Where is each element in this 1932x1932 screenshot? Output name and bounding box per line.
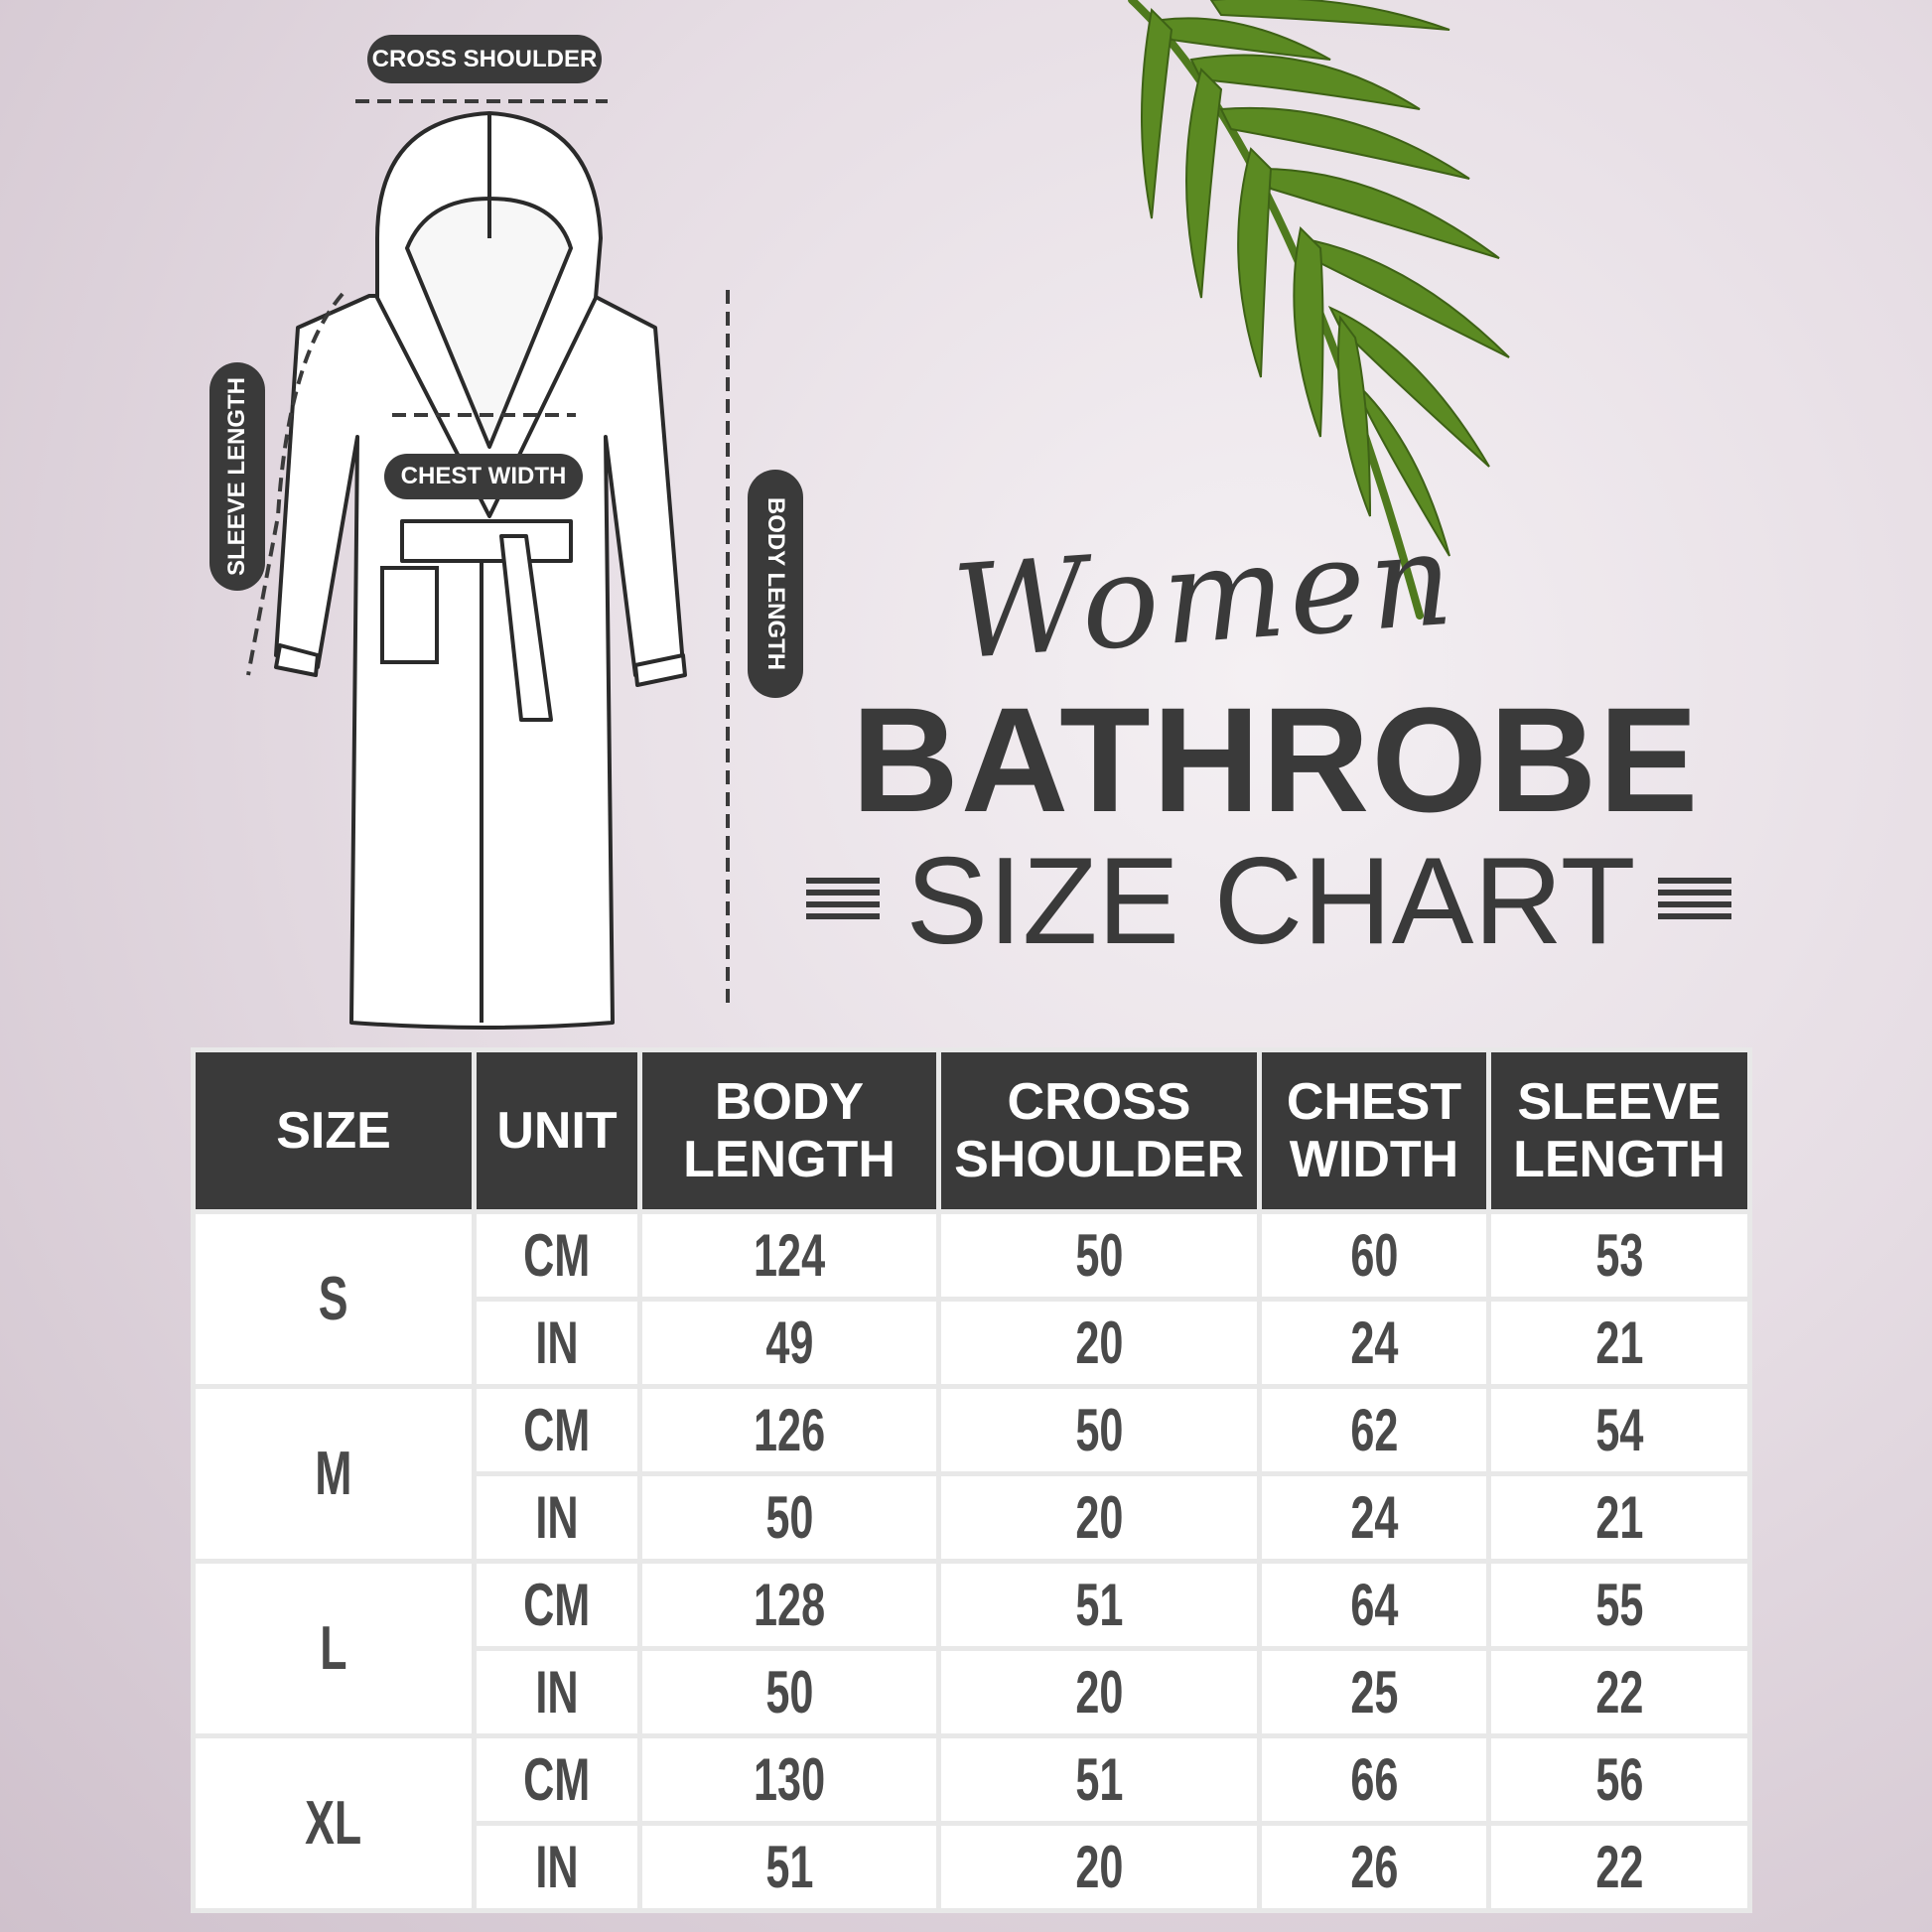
value-cell: 20 [941,1651,1257,1733]
value-cell: 50 [642,1476,936,1559]
value-cell: 64 [1262,1564,1486,1646]
unit-cell: IN [477,1476,637,1559]
unit-cell: CM [477,1389,637,1471]
unit-cell: IN [477,1826,637,1908]
size-cell: S [196,1214,472,1384]
size-chart-table: SIZE UNIT BODY LENGTH CROSS SHOULDER CHE… [191,1047,1752,1913]
value-cell: 124 [642,1214,936,1297]
table-row: IN 51 20 26 22 [196,1826,1747,1908]
size-cell: L [196,1564,472,1733]
table-row: IN 50 20 24 21 [196,1476,1747,1559]
value-cell: 126 [642,1389,936,1471]
value-cell: 55 [1491,1564,1747,1646]
value-cell: 50 [642,1651,936,1733]
header-unit: UNIT [477,1052,637,1209]
size-cell: M [196,1389,472,1559]
table-row: L CM 128 51 64 55 [196,1564,1747,1733]
palm-leaf-decoration [1128,0,1510,620]
unit-cell: CM [477,1214,637,1297]
header-cross-shoulder: CROSS SHOULDER [941,1052,1257,1209]
table-row: XL CM 130 51 66 56 [196,1738,1747,1908]
value-cell: 49 [642,1302,936,1384]
value-cell: 51 [941,1738,1257,1821]
value-cell: 21 [1491,1302,1747,1384]
unit-cell: CM [477,1738,637,1821]
value-cell: 25 [1262,1651,1486,1733]
value-cell: 24 [1262,1302,1486,1384]
table-row: IN 49 20 24 21 [196,1302,1747,1384]
cross-shoulder-label: CROSS SHOULDER [367,35,602,83]
value-cell: 130 [642,1738,936,1821]
title-sub: SIZE CHART [905,833,1636,970]
stripes-right [1658,878,1731,925]
value-cell: 53 [1491,1214,1747,1297]
size-cell: XL [196,1738,472,1908]
header-size: SIZE [196,1052,472,1209]
header-body-length: BODY LENGTH [642,1052,936,1209]
header-sleeve-length: SLEEVE LENGTH [1491,1052,1747,1209]
bathrobe-illustration [246,99,730,1030]
table-row: S CM 124 50 60 53 [196,1214,1747,1384]
unit-cell: IN [477,1302,637,1384]
header-row: SIZE UNIT BODY LENGTH CROSS SHOULDER CHE… [196,1052,1747,1209]
title-main: BATHROBE [851,676,1701,843]
value-cell: 50 [941,1389,1257,1471]
value-cell: 22 [1491,1826,1747,1908]
value-cell: 51 [941,1564,1257,1646]
value-cell: 66 [1262,1738,1486,1821]
value-cell: 21 [1491,1476,1747,1559]
value-cell: 22 [1491,1651,1747,1733]
value-cell: 24 [1262,1476,1486,1559]
table-row: M CM 126 50 62 54 [196,1389,1747,1559]
value-cell: 128 [642,1564,936,1646]
value-cell: 62 [1262,1389,1486,1471]
title-script: Women [948,502,1461,689]
value-cell: 56 [1491,1738,1747,1821]
unit-cell: IN [477,1651,637,1733]
stripes-left [806,878,880,925]
table-row: IN 50 20 25 22 [196,1651,1747,1733]
body-length-label: BODY LENGTH [748,470,803,698]
header-chest-width: CHEST WIDTH [1262,1052,1486,1209]
sleeve-length-label: SLEEVE LENGTH [209,362,265,591]
unit-cell: CM [477,1564,637,1646]
chest-width-label: CHEST WIDTH [384,454,583,499]
value-cell: 20 [941,1476,1257,1559]
value-cell: 20 [941,1826,1257,1908]
value-cell: 26 [1262,1826,1486,1908]
value-cell: 51 [642,1826,936,1908]
value-cell: 20 [941,1302,1257,1384]
value-cell: 60 [1262,1214,1486,1297]
value-cell: 54 [1491,1389,1747,1471]
value-cell: 50 [941,1214,1257,1297]
